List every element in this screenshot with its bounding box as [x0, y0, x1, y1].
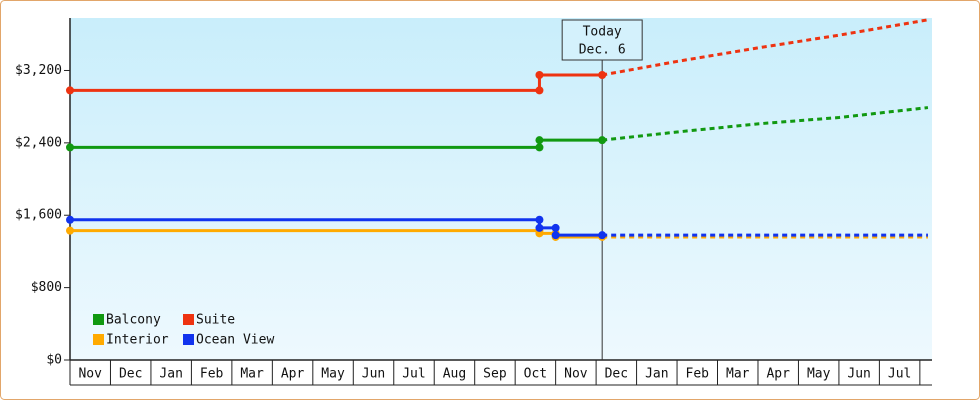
x-tick-label: Jan	[645, 367, 668, 382]
legend-swatch	[93, 314, 104, 325]
x-tick-label: Nov	[564, 367, 588, 382]
today-label: Dec. 6	[579, 43, 626, 58]
series-line	[70, 73, 603, 92]
point	[66, 143, 74, 152]
x-tick-label: Apr	[766, 367, 790, 382]
legend-label: Balcony	[106, 313, 161, 328]
point	[535, 71, 544, 79]
x-tick-label: Jan	[159, 367, 182, 382]
x-tick-label: Mar	[726, 367, 750, 382]
point	[598, 231, 607, 240]
point	[66, 215, 74, 224]
x-tick-label: Oct	[524, 367, 547, 382]
legend-swatch	[93, 334, 104, 345]
legend-label: Interior	[106, 333, 169, 348]
legend-label: Ocean View	[196, 333, 274, 348]
x-tick-label: Jul	[402, 367, 425, 382]
x-tick-label: Apr	[281, 367, 305, 382]
x-tick-label: Mar	[240, 367, 264, 382]
point	[535, 223, 544, 232]
forecast-line	[601, 18, 929, 77]
x-tick-label: Jun	[847, 367, 870, 382]
x-tick-label: Feb	[686, 367, 710, 382]
x-tick-label: Aug	[443, 367, 466, 382]
point	[535, 215, 544, 224]
point	[535, 136, 544, 145]
y-tick-label: $3,200	[15, 63, 62, 78]
point	[598, 71, 607, 79]
legend-label: Suite	[196, 313, 235, 328]
today-label: Today	[583, 25, 622, 40]
legend-swatch	[183, 314, 194, 325]
x-tick-label: May	[807, 367, 831, 382]
plot-area	[70, 18, 932, 360]
y-tick-label: $800	[31, 280, 62, 295]
series-line	[70, 218, 603, 237]
series-line	[70, 229, 603, 239]
y-tick-label: $0	[46, 353, 62, 368]
x-tick-label: Feb	[200, 367, 224, 382]
point	[66, 226, 74, 235]
x-tick-label: Dec	[119, 367, 142, 382]
x-tick-label: Nov	[78, 367, 102, 382]
y-tick-label: $1,600	[15, 208, 62, 223]
point	[598, 136, 607, 145]
x-tick-label: Sep	[483, 367, 507, 382]
today-box	[561, 19, 643, 61]
point	[551, 223, 560, 232]
x-tick-label: Dec	[605, 367, 628, 382]
x-tick-label: Jun	[362, 367, 385, 382]
point	[66, 86, 74, 95]
y-tick-label: $2,400	[15, 135, 62, 150]
forecast-line	[602, 106, 929, 142]
legend-swatch	[183, 334, 194, 345]
x-tick-label: May	[321, 367, 345, 382]
point	[535, 86, 544, 95]
point	[551, 231, 560, 240]
point	[535, 143, 544, 152]
x-tick-label: Jul	[888, 367, 911, 382]
